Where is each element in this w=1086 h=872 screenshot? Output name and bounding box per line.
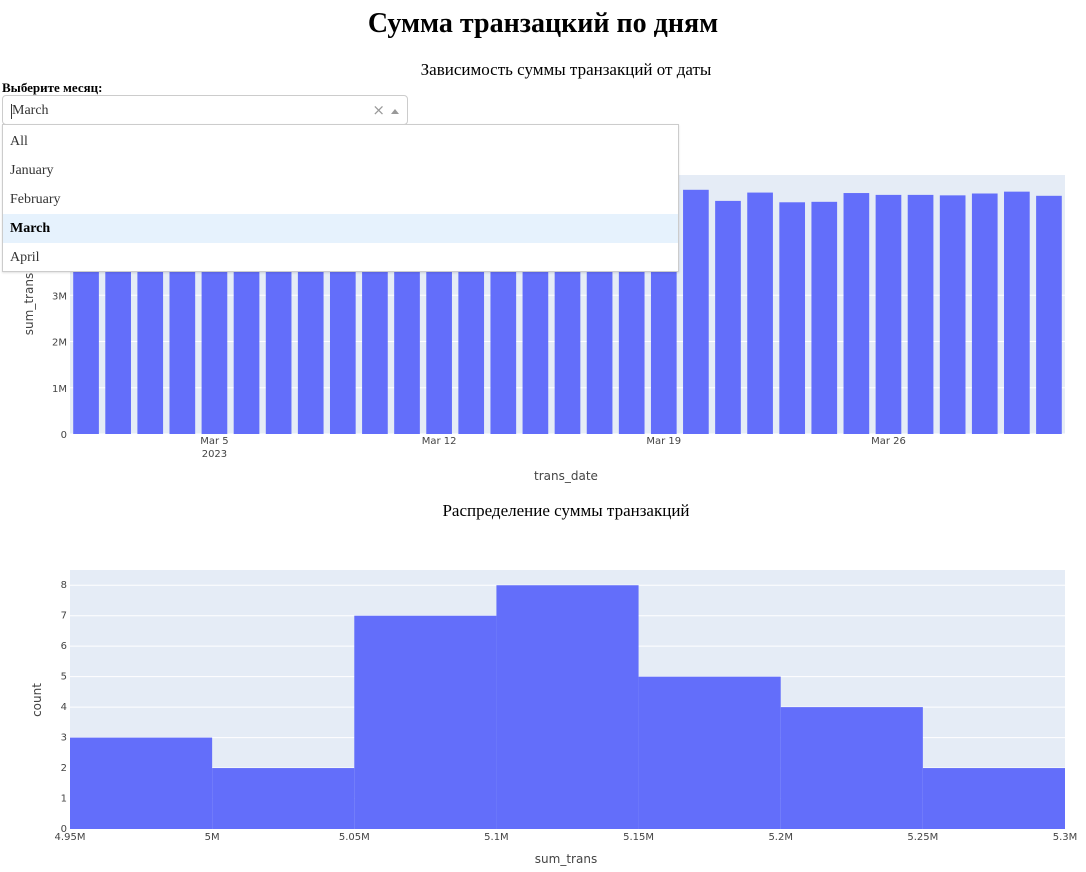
chart2-bar: [638, 676, 781, 829]
chart1-bar: [715, 200, 741, 434]
chart1-x-axis-label: trans_date: [534, 469, 598, 483]
chart1-bar: [907, 194, 934, 434]
chart2-y-ticks: 0 1 2 3 4 5 6 7 8: [61, 580, 67, 835]
chart2-title: Распределение суммы транзакций: [442, 501, 689, 520]
chart1-bar: [683, 189, 709, 434]
chart2-y-axis-label: count: [30, 683, 44, 717]
chart1-y-ticks: 0 1M 2M 3M: [52, 291, 67, 441]
chart2-y-tick-label: 7: [61, 611, 67, 622]
chart1-bar: [747, 192, 773, 434]
chart2-x-tick-label: 5.05M: [339, 832, 370, 843]
chart2-y-tick-label: 3: [61, 733, 67, 744]
chart1-bar: [875, 194, 902, 434]
chart1-y-tick-label: 2M: [52, 338, 67, 349]
chart2-x-tick-label: 4.95M: [55, 832, 86, 843]
page-title: Сумма транзацкий по дням: [367, 8, 719, 39]
chart2-bar: [780, 707, 923, 829]
month-dropdown-value: March: [12, 103, 49, 118]
chart2-bar: [212, 768, 355, 829]
chart1-x-tick-label: Mar 26: [871, 436, 906, 447]
chart1-bar: [1004, 191, 1030, 434]
chart2-x-tick-label: 5.2M: [768, 832, 793, 843]
chart2-y-tick-label: 1: [61, 794, 67, 805]
chart2-bar: [354, 615, 497, 829]
month-option-february[interactable]: February: [10, 192, 61, 207]
chevron-up-icon[interactable]: [391, 109, 399, 114]
chart2-y-tick-label: 2: [61, 763, 67, 774]
chart1-bar: [811, 201, 838, 434]
chart2-x-ticks: 4.95M 5M 5.05M 5.1M 5.15M 5.2M 5.25M 5.3M: [55, 832, 1078, 843]
chart1-bar: [1036, 195, 1062, 434]
chart2-x-tick-label: 5.15M: [623, 832, 654, 843]
chart2-y-tick-label: 8: [61, 580, 67, 591]
chart1-x-tick-label: Mar 19: [646, 436, 681, 447]
month-selector-label: Выберите месяц:: [2, 80, 103, 95]
chart1-x-tick-label: Mar 12: [422, 436, 457, 447]
chart1-title: Зависимость суммы транзакций от даты: [421, 60, 712, 79]
month-dropdown-menu: All January February March April: [2, 124, 679, 272]
chart1-x-tick-label: Mar 5: [200, 436, 228, 447]
chart2-bar: [70, 737, 213, 829]
chart1-y-tick-label: 3M: [52, 291, 67, 302]
chart2-y-tick-label: 5: [61, 672, 67, 683]
chart2-x-axis-label: sum_trans: [535, 852, 597, 866]
chart2-x-tick-label: 5M: [205, 832, 220, 843]
chart1-y-tick-label: 0: [61, 430, 67, 441]
clear-icon[interactable]: ×: [372, 101, 385, 119]
chart1-bar: [843, 193, 870, 434]
month-option-march[interactable]: March: [3, 214, 678, 243]
chart2-y-tick-label: 6: [61, 641, 67, 652]
chart2-bars: [70, 585, 1065, 829]
chart2-y-tick-label: 0: [61, 824, 67, 835]
month-dropdown[interactable]: March ×: [2, 95, 408, 125]
chart1-y-axis-label: sum_trans: [22, 273, 36, 335]
chart1-x-tick-year: 2023: [202, 449, 227, 460]
chart1-bar: [779, 202, 806, 434]
month-option-april[interactable]: April: [10, 250, 40, 265]
month-option-january[interactable]: January: [10, 163, 54, 178]
month-option-all[interactable]: All: [10, 134, 28, 149]
chart1-bar: [939, 195, 966, 434]
chart1-y-tick-label: 1M: [52, 384, 67, 395]
chart2-bar: [496, 585, 639, 829]
chart2-y-tick-label: 4: [61, 702, 67, 713]
chart2-bar: [922, 768, 1065, 829]
chart2-x-tick-label: 5.3M: [1053, 832, 1078, 843]
chart2-x-tick-label: 5.1M: [484, 832, 509, 843]
chart1-x-ticks: Mar 5 2023 Mar 12 Mar 19 Mar 26: [200, 436, 906, 460]
chart2-x-tick-label: 5.25M: [907, 832, 938, 843]
sum-distribution-histogram: Распределение суммы транзакций 0 1 2 3 4 5 6 7 8…: [30, 501, 1078, 866]
chart1-bar: [971, 193, 998, 434]
text-cursor: [11, 104, 12, 119]
